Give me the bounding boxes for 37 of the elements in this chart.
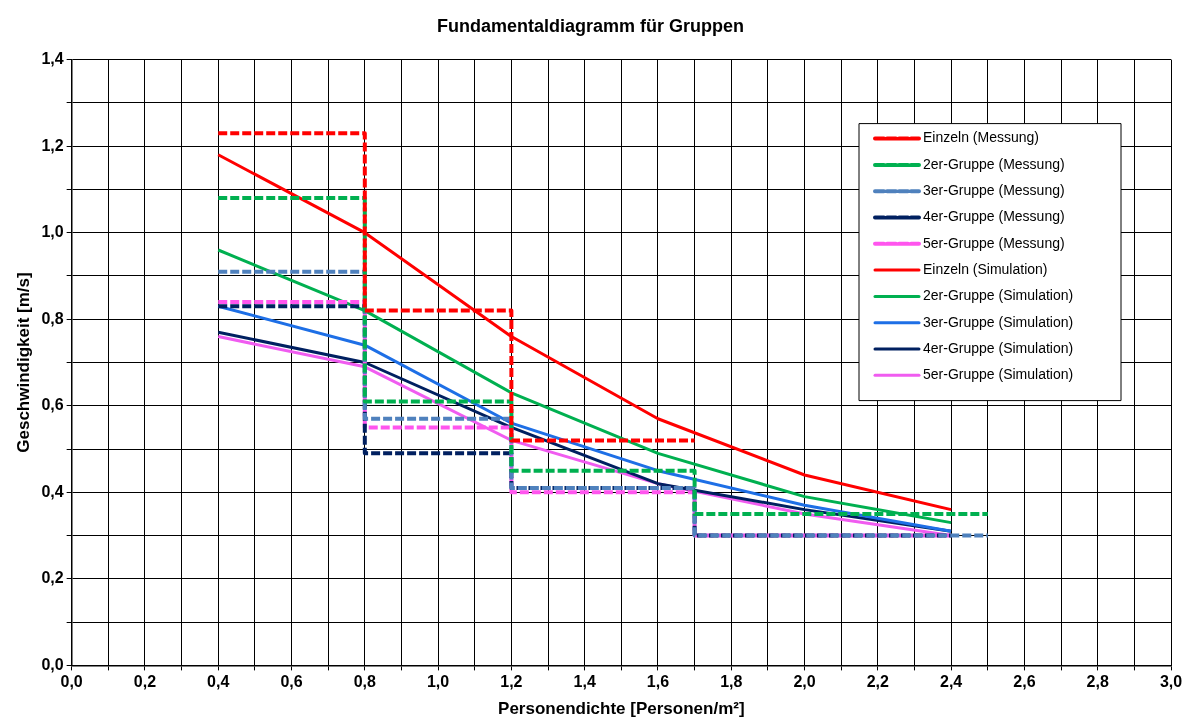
- y-tick-label: 1,2: [41, 136, 64, 154]
- x-tick-label: 3,0: [1159, 673, 1183, 691]
- legend-label: Einzeln (Messung): [923, 129, 1039, 146]
- y-tick-label: 0,4: [41, 482, 64, 500]
- legend-label: 5er-Gruppe (Simulation): [923, 366, 1074, 383]
- legend-label: 4er-Gruppe (Simulation): [923, 339, 1074, 356]
- legend-label: 2er-Gruppe (Simulation): [923, 287, 1074, 304]
- x-tick-label: 1,0: [426, 673, 450, 691]
- x-tick-label: 1,8: [720, 673, 743, 691]
- legend-label: 3er-Gruppe (Simulation): [923, 313, 1074, 330]
- x-tick-label: 1,4: [573, 673, 596, 691]
- x-tick-label: 2,4: [940, 673, 963, 691]
- x-tick-label: 0,0: [60, 673, 83, 691]
- x-tick-label: 1,6: [646, 673, 670, 691]
- x-tick-label: 2,8: [1086, 673, 1109, 691]
- y-axis-title: Geschwindigkeit [m/s]: [13, 272, 33, 453]
- x-tick-label: 0,6: [280, 673, 303, 691]
- x-tick-label: 0,8: [353, 673, 377, 691]
- y-tick-label: 1,0: [41, 223, 64, 241]
- legend-label: 4er-Gruppe (Messung): [923, 208, 1065, 225]
- y-tick-label: 0,0: [41, 655, 64, 673]
- x-tick-label: 0,2: [133, 673, 157, 691]
- x-tick-label: 0,4: [207, 673, 230, 691]
- legend-label: Einzeln (Simulation): [923, 260, 1048, 277]
- legend-label: 2er-Gruppe (Messung): [923, 155, 1065, 172]
- x-tick-label: 2,6: [1013, 673, 1036, 691]
- legend-label: 5er-Gruppe (Messung): [923, 234, 1065, 251]
- chart-title: Fundamentaldiagramm für Gruppen: [436, 15, 745, 36]
- x-tick-label: 1,2: [500, 673, 523, 691]
- y-tick-label: 0,2: [41, 569, 64, 587]
- x-axis-title: Personendichte [Personen/m²]: [498, 699, 745, 719]
- y-tick-label: 1,4: [41, 50, 64, 68]
- y-tick-label: 0,8: [41, 309, 64, 327]
- y-tick-label: 0,6: [41, 396, 64, 414]
- x-tick-label: 2,0: [793, 673, 816, 691]
- x-tick-label: 2,2: [866, 673, 890, 691]
- legend-label: 3er-Gruppe (Messung): [923, 182, 1065, 199]
